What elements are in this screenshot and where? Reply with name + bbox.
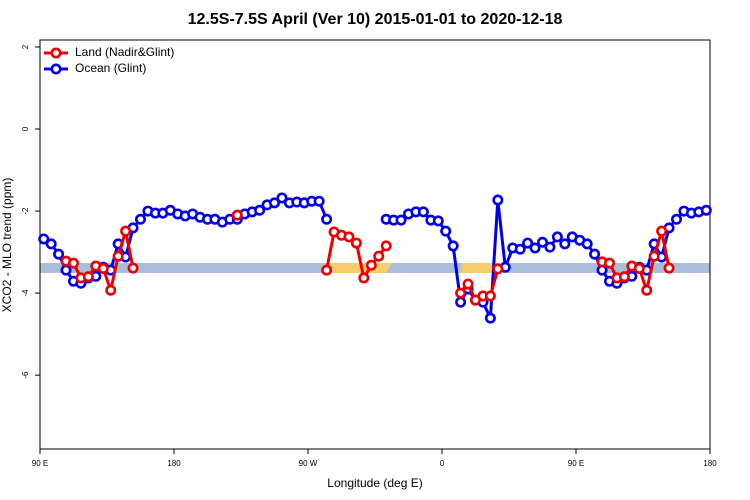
data-point [670, 213, 682, 225]
y-tick-label: 2 [21, 44, 30, 49]
data-point [105, 284, 117, 296]
data-point [581, 238, 593, 250]
data-point [268, 197, 280, 209]
data-point [313, 195, 325, 207]
data-point [417, 206, 429, 218]
x-tick-label: 180 [167, 459, 181, 468]
data-point [343, 231, 355, 243]
y-axis-label: XCO2 - MLO trend (ppm) [0, 178, 14, 313]
data-point [82, 271, 94, 283]
x-tick-label: 90 E [32, 459, 48, 468]
plot-frame [39, 39, 711, 450]
data-point [276, 192, 288, 204]
x-tick-label: 180 [703, 459, 717, 468]
data-point [455, 287, 467, 299]
data-point [514, 243, 526, 255]
data-point [663, 262, 675, 274]
data-point [365, 259, 377, 271]
data-point [648, 250, 660, 262]
data-point [641, 284, 653, 296]
data-point [551, 231, 563, 243]
data-point [447, 240, 459, 252]
data-point [112, 250, 124, 262]
x-tick-label: 90 W [299, 459, 318, 468]
legend-marker [50, 47, 62, 59]
data-point [38, 233, 50, 245]
data-point [618, 271, 630, 283]
chart-title: 12.5S-7.5S April (Ver 10) 2015-01-01 to … [188, 11, 563, 28]
data-point [492, 194, 504, 206]
data-point [484, 312, 496, 324]
data-point [358, 272, 370, 284]
data-point [484, 290, 496, 302]
data-point [231, 209, 243, 221]
data-point [559, 238, 571, 250]
data-point [656, 225, 668, 237]
data-point [603, 257, 615, 269]
data-point [536, 236, 548, 248]
y-tick-label: -2 [21, 207, 30, 215]
y-tick-label: -6 [21, 371, 30, 379]
y-tick-label: -4 [21, 289, 30, 297]
y-tick-label: 0 [21, 126, 30, 131]
data-point [53, 248, 65, 260]
data-point [373, 250, 385, 262]
x-tick-label: 90 E [568, 459, 584, 468]
data-point [380, 240, 392, 252]
data-point [60, 264, 72, 276]
land-band [324, 263, 392, 273]
land-band [460, 263, 500, 273]
data-point [68, 257, 80, 269]
data-point [254, 204, 266, 216]
data-point [127, 262, 139, 274]
data-point [529, 242, 541, 254]
data-point [633, 262, 645, 274]
legend-marker [50, 63, 62, 75]
x-tick-label: 0 [440, 459, 445, 468]
data-point [700, 204, 712, 216]
data-point [462, 278, 474, 290]
data-point [321, 213, 333, 225]
x-axis-label: Longitude (deg E) [327, 476, 422, 490]
data-point [492, 263, 504, 275]
data-point [432, 215, 444, 227]
data-point [350, 237, 362, 249]
data-point [589, 248, 601, 260]
data-point [455, 296, 467, 308]
data-point [97, 262, 109, 274]
data-point [321, 264, 333, 276]
legend-label: Ocean (Glint) [75, 61, 146, 75]
data-point [135, 213, 147, 225]
data-point [440, 225, 452, 237]
data-point [544, 241, 556, 253]
data-point [522, 237, 534, 249]
data-point [120, 225, 132, 237]
data-point [395, 214, 407, 226]
data-point [45, 238, 57, 250]
legend-label: Land (Nadir&Glint) [75, 45, 174, 59]
